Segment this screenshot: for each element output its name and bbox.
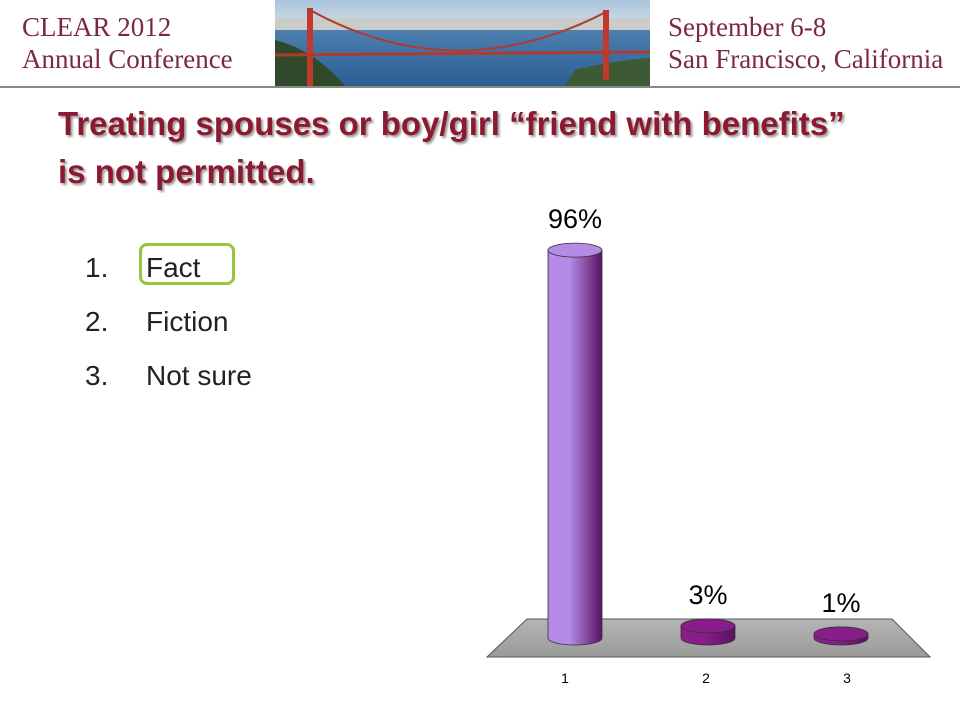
option-number: 1.	[85, 252, 109, 283]
slide-title: Treating spouses or boy/girl “friend wit…	[58, 105, 845, 190]
header-text: Annual Conference	[22, 44, 233, 74]
x-tick-label: 3	[843, 670, 851, 686]
option-number: 2.	[85, 306, 109, 337]
x-tick-label: 2	[702, 670, 710, 686]
bar-top	[813, 626, 869, 642]
value-label: 96%	[548, 204, 602, 234]
option-label: Fiction	[146, 306, 229, 337]
header-photo	[275, 0, 650, 86]
header-text: CLEAR 2012	[22, 12, 172, 42]
answer-highlight	[139, 243, 235, 285]
option-label: Not sure	[146, 360, 252, 391]
value-label: 1%	[821, 588, 860, 618]
value-label: 3%	[688, 580, 727, 610]
bar-top	[680, 618, 736, 634]
x-tick-label: 1	[561, 670, 569, 686]
bar	[547, 249, 603, 646]
header-rule	[0, 86, 960, 88]
bar-top	[547, 242, 603, 258]
option-number: 3.	[85, 360, 109, 391]
header-text: September 6-8	[668, 12, 827, 42]
header-text: San Francisco, California	[668, 44, 944, 74]
option-label: Fact	[146, 252, 201, 283]
